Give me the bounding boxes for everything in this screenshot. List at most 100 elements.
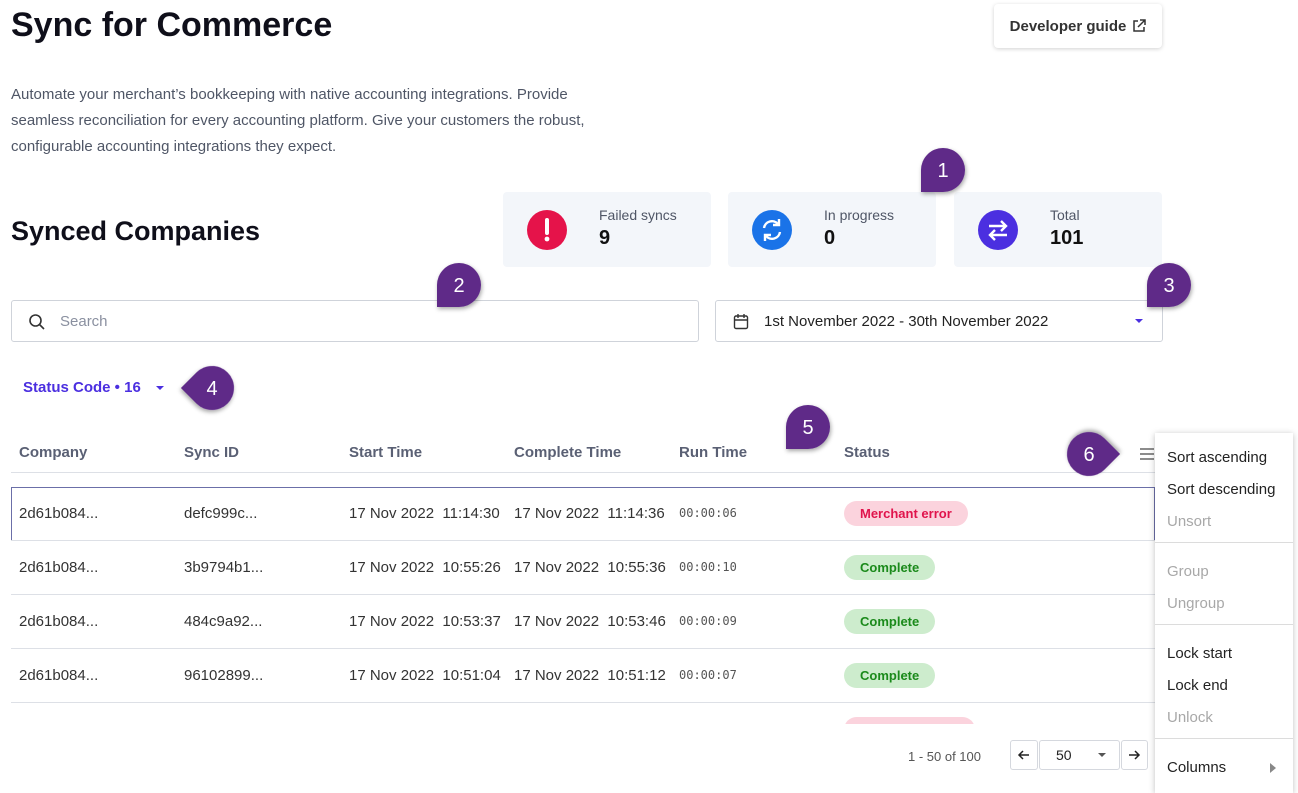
row-divider — [11, 648, 1155, 649]
page-size-select[interactable]: 50 — [1039, 740, 1120, 770]
callout-number: 3 — [1163, 275, 1174, 297]
stat-icon — [752, 210, 792, 250]
description: Automate your merchant’s bookkeeping wit… — [11, 86, 585, 155]
column-menu-icon[interactable] — [1139, 447, 1155, 461]
date-range-picker[interactable]: 1st November 2022 - 30th November 2022 — [715, 300, 1163, 342]
column-header: Company — [19, 444, 88, 461]
stat-icon — [527, 210, 567, 250]
table-cell: 2d61b084... — [19, 559, 99, 576]
status-badge: Complete — [844, 555, 936, 580]
clipped-row — [11, 703, 1155, 724]
callout-number: 4 — [206, 378, 217, 400]
callout: 5 — [786, 405, 830, 449]
callout: 6 — [1067, 432, 1121, 476]
stat-label: Total — [1050, 207, 1080, 223]
table-cell: 17 Nov 2022 10:55:26 — [349, 559, 501, 576]
table-cell: 484c9a92... — [184, 613, 263, 630]
select-caret — [1098, 753, 1106, 757]
status-badge: Complete — [844, 609, 936, 634]
status-filter[interactable]: Status Code • 16 — [23, 379, 165, 396]
stat-label: Failed syncs — [599, 207, 677, 223]
table-cell: 17 Nov 2022 10:53:37 — [349, 613, 501, 630]
callout-number: 5 — [802, 417, 813, 439]
row-divider — [11, 540, 1155, 541]
search-box[interactable]: Search — [11, 300, 699, 342]
stat-card: In progress 0 — [728, 192, 936, 267]
table-cell: 2d61b084... — [19, 667, 99, 684]
menu-item: Unsort — [1167, 513, 1212, 530]
search-placeholder: Search — [60, 313, 108, 330]
callout-number: 2 — [453, 275, 464, 297]
menu-item[interactable]: Sort descending — [1167, 481, 1276, 498]
callout-pin — [180, 366, 234, 410]
menu-item[interactable]: Columns — [1167, 759, 1227, 776]
next-page-button[interactable] — [1121, 740, 1148, 770]
menu-item[interactable]: Lock start — [1167, 645, 1233, 662]
column-menu: Sort ascending Sort descending Unsort Group… — [1155, 433, 1293, 793]
menu-item: Ungroup — [1167, 595, 1225, 612]
callout: 4 — [180, 366, 234, 410]
table-cell: 2d61b084... — [19, 505, 99, 522]
filter-caret — [155, 386, 164, 391]
dropdown-caret — [1135, 319, 1143, 323]
external-icon — [1133, 19, 1147, 32]
menu-item: Group — [1167, 563, 1209, 580]
table-cell: 00:00:06 — [679, 506, 737, 520]
table-cell: 17 Nov 2022 11:14:30 — [349, 505, 500, 522]
date-range: 1st November 2022 - 30th November 2022 — [764, 313, 1049, 330]
menu-item[interactable]: Sort ascending — [1167, 449, 1268, 466]
callout: 1 — [921, 148, 965, 192]
table-cell: 00:00:09 — [679, 614, 737, 628]
menu-item[interactable]: Lock end — [1167, 677, 1228, 694]
prev-page-button[interactable] — [1010, 740, 1038, 770]
button-label: Developer guide — [1009, 17, 1127, 35]
column-header: Start Time — [349, 444, 423, 461]
status-badge-partial — [844, 717, 975, 724]
table-cell: 00:00:07 — [679, 668, 737, 682]
stat-icon — [978, 210, 1018, 250]
menu-separator — [1155, 624, 1293, 625]
column-header: Sync ID — [184, 444, 240, 461]
filter-label: Status Code • 16 — [23, 379, 141, 396]
menu-item: Unlock — [1167, 709, 1213, 726]
status-badge: Merchant error — [844, 501, 968, 526]
table-cell: 17 Nov 2022 11:14:36 — [514, 505, 665, 522]
table-cell: defc999c... — [184, 505, 258, 522]
table-cell: 17 Nov 2022 10:51:12 — [514, 667, 666, 684]
table-cell: 17 Nov 2022 10:53:46 — [514, 613, 666, 630]
stat-value: 9 — [599, 227, 611, 249]
table-cell: 96102899... — [184, 667, 264, 684]
page-size: 50 — [1056, 747, 1072, 763]
callout-pin — [1067, 432, 1121, 476]
search-icon — [29, 314, 45, 330]
stat-card: Total 101 — [954, 192, 1162, 267]
submenu-arrow — [1270, 763, 1276, 773]
developer-guide-button[interactable]: Developer guide — [994, 4, 1162, 48]
header-divider — [11, 472, 1155, 473]
row-divider — [11, 702, 1155, 703]
row-divider — [11, 594, 1155, 595]
callout-number: 1 — [937, 160, 948, 182]
stat-value: 101 — [1050, 227, 1084, 249]
calendar-icon — [733, 314, 749, 330]
table-cell: 2d61b084... — [19, 613, 99, 630]
table-cell: 3b9794b1... — [184, 559, 264, 576]
stat-card: Failed syncs 9 — [503, 192, 711, 267]
stat-label: In progress — [824, 207, 895, 223]
section-title: Synced Companies — [11, 216, 261, 246]
arrow-left — [1017, 750, 1029, 760]
table-cell: 00:00:10 — [679, 560, 737, 574]
status-badge: Complete — [844, 663, 936, 688]
pagination-range: 1 - 50 of 100 — [908, 749, 981, 764]
column-header: Run Time — [679, 444, 748, 461]
callout-pin — [786, 405, 830, 449]
stat-value: 0 — [824, 227, 836, 249]
column-header: Complete Time — [514, 444, 622, 461]
page-title: Sync for Commerce — [11, 6, 333, 44]
menu-separator — [1155, 542, 1293, 543]
table-cell: 17 Nov 2022 10:51:04 — [349, 667, 501, 684]
callout-pin — [921, 148, 965, 192]
column-header: Status — [844, 444, 890, 461]
arrow-right — [1129, 750, 1141, 760]
